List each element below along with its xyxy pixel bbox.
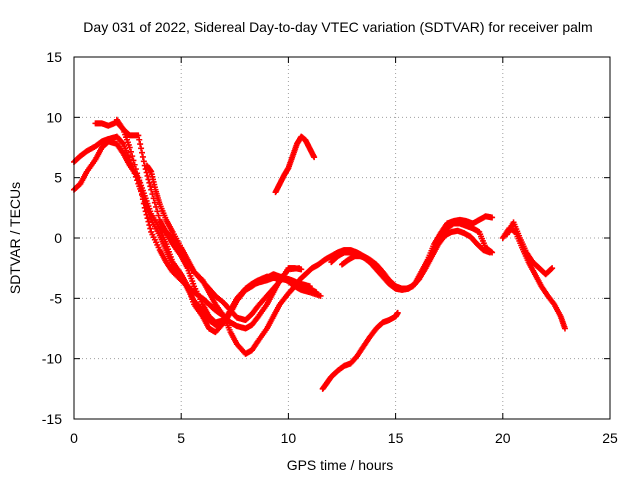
data-point xyxy=(548,266,555,273)
data-point xyxy=(317,292,324,299)
data-point xyxy=(130,157,137,164)
data-point xyxy=(285,277,292,284)
data-point xyxy=(298,266,305,273)
data-point xyxy=(146,222,153,229)
series-trace-13 xyxy=(504,219,556,278)
data-point xyxy=(132,166,139,173)
y-tick-label: -10 xyxy=(42,351,62,367)
x-tick-label: 5 xyxy=(177,430,185,446)
y-tick-label: 15 xyxy=(46,49,62,65)
x-tick-label: 15 xyxy=(388,430,404,446)
data-point xyxy=(144,215,151,222)
series-trace-8 xyxy=(319,309,401,392)
data-point xyxy=(311,154,318,161)
data-point xyxy=(131,161,138,168)
x-tick-label: 25 xyxy=(602,430,618,446)
plot-frame xyxy=(73,56,611,420)
series-trace-7 xyxy=(272,133,318,196)
y-tick-label: 0 xyxy=(54,230,62,246)
data-point xyxy=(127,148,134,155)
data-point xyxy=(139,196,146,203)
data-point xyxy=(154,208,161,215)
data-point xyxy=(137,141,144,148)
y-tick-label: -5 xyxy=(50,290,63,306)
data-point xyxy=(561,325,568,332)
y-axis-title: SDTVAR / TECUs xyxy=(7,182,23,294)
data-point xyxy=(394,309,401,316)
plot-area xyxy=(71,116,568,392)
data-point xyxy=(119,139,126,146)
x-tick-label: 20 xyxy=(495,430,511,446)
data-point xyxy=(126,156,133,163)
data-point xyxy=(147,225,154,232)
data-point xyxy=(138,145,145,152)
data-point xyxy=(145,218,152,225)
x-tick-label: 10 xyxy=(281,430,297,446)
series-trace-11 xyxy=(339,227,493,292)
data-point xyxy=(138,149,145,156)
series-trace-12 xyxy=(499,225,568,332)
data-point xyxy=(141,204,148,211)
data-point xyxy=(147,183,154,190)
data-point xyxy=(142,208,149,215)
data-point xyxy=(140,200,147,207)
data-point xyxy=(144,172,151,179)
data-point xyxy=(489,214,496,221)
data-point xyxy=(143,211,150,218)
data-point xyxy=(135,132,142,139)
data-point xyxy=(306,283,313,290)
chart-title: Day 031 of 2022, Sidereal Day-to-day VTE… xyxy=(83,19,592,35)
data-point xyxy=(134,170,141,177)
data-point xyxy=(146,179,153,186)
data-point xyxy=(129,153,136,160)
series-trace-4 xyxy=(113,116,292,326)
data-point xyxy=(136,136,143,143)
tick-labels: 0 5 10 15 20 25 -15 -10 -5 0 5 10 15 xyxy=(42,49,618,446)
data-point xyxy=(313,289,320,296)
data-point xyxy=(549,265,556,272)
series-trace-10 xyxy=(328,213,496,293)
series-trace-6 xyxy=(156,225,305,324)
data-point xyxy=(486,249,493,256)
data-point xyxy=(136,178,143,185)
x-tick-label: 0 xyxy=(70,430,78,446)
data-point xyxy=(138,191,145,198)
data-point xyxy=(137,183,144,190)
y-tick-label: -15 xyxy=(42,411,62,427)
data-point xyxy=(143,169,150,176)
y-tick-label: 10 xyxy=(46,109,62,125)
data-point xyxy=(138,187,145,194)
data-point xyxy=(155,212,162,219)
y-tick-label: 5 xyxy=(54,170,62,186)
data-point xyxy=(135,174,142,181)
x-axis-title: GPS time / hours xyxy=(287,457,394,473)
data-point xyxy=(140,158,147,165)
data-point xyxy=(126,144,133,151)
data-point xyxy=(139,153,146,160)
